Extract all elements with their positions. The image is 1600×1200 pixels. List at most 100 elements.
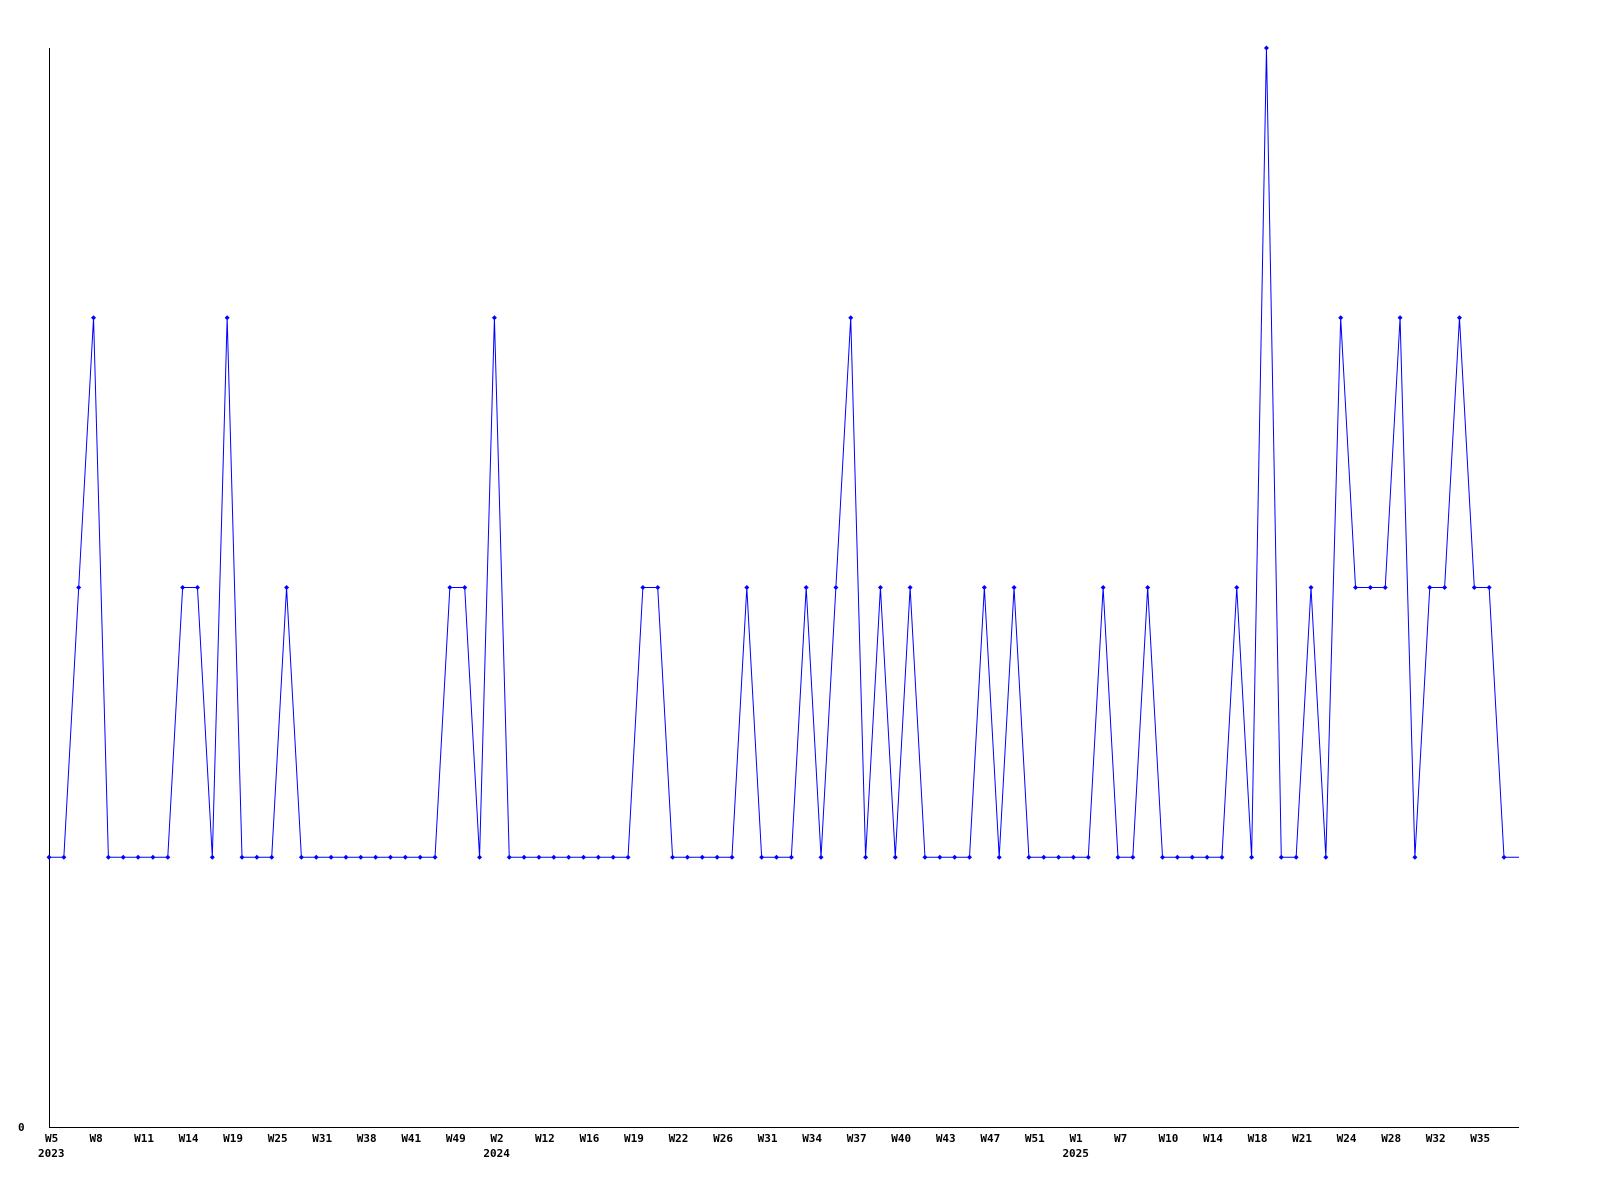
year-label: 2024 (483, 1147, 510, 1160)
data-point (952, 854, 958, 860)
x-tick-label: W47 (980, 1132, 1000, 1145)
data-point (447, 585, 453, 590)
x-tick-label: W31 (758, 1132, 778, 1145)
data-point (284, 585, 290, 590)
x-tick-label: W34 (802, 1132, 822, 1145)
data-point (1353, 585, 1359, 590)
series-line-group (46, 45, 1519, 860)
data-point (670, 854, 676, 860)
data-point (1219, 854, 1225, 860)
data-point (655, 585, 661, 590)
data-point (1323, 854, 1329, 860)
data-point (684, 854, 690, 860)
data-point (417, 854, 423, 860)
data-point (1397, 315, 1403, 321)
data-point (774, 854, 779, 860)
x-tick-label: W51 (1025, 1132, 1045, 1145)
x-tick-label: W7 (1114, 1132, 1127, 1145)
data-point (1249, 854, 1255, 860)
data-point (1204, 854, 1210, 860)
data-point (1026, 854, 1032, 860)
data-point (343, 854, 349, 860)
x-tick-label: W25 (268, 1132, 288, 1145)
data-point (298, 854, 304, 860)
data-point (506, 854, 512, 860)
data-point (610, 854, 616, 860)
x-tick-label: W10 (1159, 1132, 1179, 1145)
data-point (877, 585, 883, 590)
data-point (1471, 585, 1477, 590)
data-point (1234, 585, 1240, 590)
y-tick-label: 0 (18, 1121, 25, 1134)
x-tick-label: W24 (1337, 1132, 1357, 1145)
data-point (1011, 585, 1017, 590)
data-point (1100, 585, 1106, 590)
x-tick-label: W2 (490, 1132, 503, 1145)
data-point (432, 854, 438, 860)
x-tick-label: W26 (713, 1132, 733, 1145)
data-point (1486, 585, 1492, 590)
data-point (863, 854, 869, 860)
data-point (714, 854, 720, 860)
data-point (477, 854, 483, 860)
x-tick-label: W14 (1203, 1132, 1223, 1145)
data-point (1145, 585, 1151, 590)
x-tick-label: W19 (624, 1132, 644, 1145)
data-point (1427, 585, 1433, 590)
data-point (91, 315, 97, 321)
x-tick-label: W8 (90, 1132, 103, 1145)
data-point (1293, 854, 1299, 860)
data-point (1338, 315, 1344, 321)
data-point (729, 854, 735, 860)
data-point (1070, 854, 1076, 860)
x-tick-label: W43 (936, 1132, 956, 1145)
data-point (1056, 854, 1062, 860)
data-point (892, 854, 898, 860)
data-point (803, 585, 809, 590)
data-point (76, 585, 82, 590)
data-point (1130, 854, 1136, 860)
data-point (120, 854, 126, 860)
data-point (566, 854, 572, 860)
data-point (937, 854, 943, 860)
data-point (194, 585, 200, 590)
x-tick-label: W16 (579, 1132, 599, 1145)
data-point (180, 585, 186, 590)
data-point (848, 315, 854, 321)
data-point (239, 854, 245, 860)
data-point (1308, 585, 1314, 590)
data-point (224, 315, 230, 321)
data-point (595, 854, 601, 860)
data-point (1041, 854, 1047, 860)
data-point (61, 854, 67, 860)
x-tick-label: W49 (446, 1132, 466, 1145)
data-point (1174, 854, 1180, 860)
x-tick-label: W5 (45, 1132, 58, 1145)
data-point (907, 585, 913, 590)
x-tick-label: W1 (1069, 1132, 1083, 1145)
data-point (387, 854, 393, 860)
data-point (981, 585, 987, 590)
x-tick-labels: W5 W8 W11 W14 W19 W25 W31 W38 W41 W49 W2 W12 W16 W19 W… (38, 1132, 1490, 1160)
data-point (818, 854, 824, 860)
data-point (1085, 854, 1091, 860)
data-point (536, 854, 542, 860)
x-tick-label: W40 (891, 1132, 911, 1145)
data-point (1456, 315, 1462, 321)
data-point (165, 854, 171, 860)
data-point (699, 854, 705, 860)
data-point (1189, 854, 1195, 860)
data-point (625, 854, 631, 860)
x-tick-label: W11 (134, 1132, 154, 1145)
year-label: 2023 (38, 1147, 65, 1160)
data-point (1115, 854, 1121, 860)
data-point (269, 854, 275, 860)
data-point (135, 854, 141, 860)
data-point (462, 585, 468, 590)
data-point (254, 854, 260, 860)
x-tick-label: W28 (1381, 1132, 1401, 1145)
data-point (788, 854, 794, 860)
data-point (358, 854, 364, 860)
data-point (402, 854, 408, 860)
data-point (328, 854, 334, 860)
